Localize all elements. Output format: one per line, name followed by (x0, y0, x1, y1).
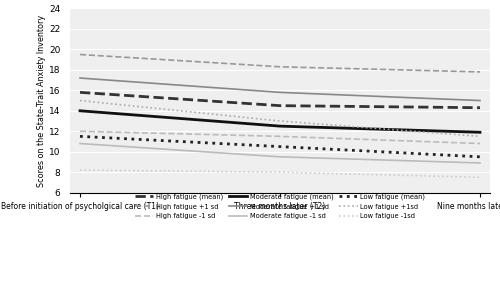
Y-axis label: Scores on the State-Trait Anxiety Inventory: Scores on the State-Trait Anxiety Invent… (37, 14, 46, 187)
Legend: High fatigue (mean), High fatigue +1 sd, High fatigue -1 sd, Moderate fatigue (m: High fatigue (mean), High fatigue +1 sd,… (132, 192, 428, 221)
